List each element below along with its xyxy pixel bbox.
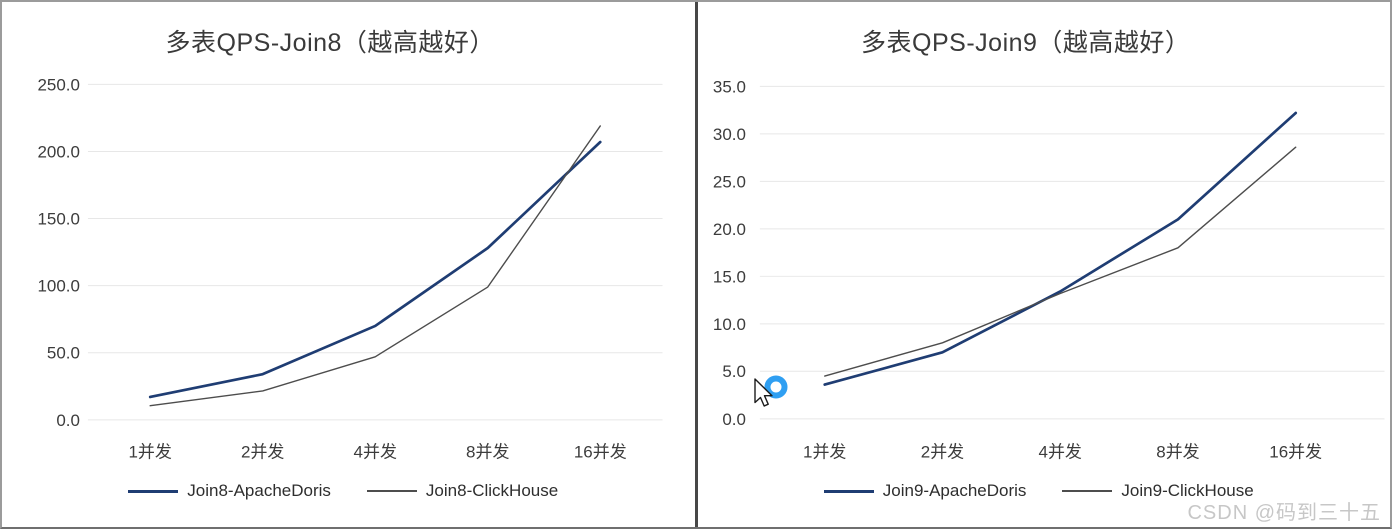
svg-text:4并发: 4并发 bbox=[1038, 443, 1081, 462]
svg-text:150.0: 150.0 bbox=[37, 210, 79, 229]
legend-label: Join9-ClickHouse bbox=[1121, 481, 1254, 500]
svg-text:16并发: 16并发 bbox=[1269, 443, 1322, 462]
svg-text:8并发: 8并发 bbox=[466, 443, 509, 462]
svg-text:8并发: 8并发 bbox=[1156, 443, 1199, 462]
csdn-watermark: CSDN @码到三十五 bbox=[1187, 502, 1381, 524]
svg-text:2并发: 2并发 bbox=[920, 443, 963, 462]
svg-text:25.0: 25.0 bbox=[712, 172, 745, 191]
line-chart-join8: 0.0 50.0 100.0 150.0 200.0 250.0 1并发 2并发 4并发 8并发 1… bbox=[37, 75, 663, 462]
svg-text:4并发: 4并发 bbox=[354, 443, 397, 462]
svg-text:5.0: 5.0 bbox=[722, 362, 746, 381]
legend-label: Join9-ApacheDoris bbox=[882, 481, 1027, 500]
svg-text:250.0: 250.0 bbox=[37, 75, 79, 94]
svg-text:16并发: 16并发 bbox=[574, 443, 627, 462]
panel-divider bbox=[694, 2, 698, 527]
series-line-swatch-doris-icon bbox=[128, 489, 179, 493]
legend-join9: Join9-ApacheDoris Join9-ClickHouse bbox=[698, 480, 1381, 502]
legend-item-clickhouse: Join8-ClickHouse bbox=[366, 481, 559, 501]
chart-title-join8: 多表QPS-Join8（越高越好） bbox=[165, 29, 495, 57]
svg-text:2并发: 2并发 bbox=[241, 443, 284, 462]
svg-text:200.0: 200.0 bbox=[37, 142, 79, 161]
legend-item-clickhouse: Join9-ClickHouse bbox=[1062, 481, 1254, 501]
chart-join8-panel: 多表QPS-Join8（越高越好） 0.0 50.0 100.0 150.0 200.0… bbox=[2, 2, 695, 527]
chart-title-join9: 多表QPS-Join9（越高越好） bbox=[861, 29, 1191, 57]
svg-text:30.0: 30.0 bbox=[712, 125, 745, 144]
chart-join9-panel: 多表QPS-Join9（越高越好） 0.0 5.0 10.0 15.0 20.0 25.0… bbox=[697, 2, 1390, 527]
svg-text:1并发: 1并发 bbox=[129, 443, 172, 462]
legend-item-apachedoris: Join9-ApacheDoris bbox=[823, 481, 1027, 501]
svg-text:15.0: 15.0 bbox=[712, 267, 745, 286]
series-line-swatch-clickhouse-icon bbox=[1062, 490, 1113, 492]
legend-join8: Join8-ApacheDoris Join8-ClickHouse bbox=[2, 480, 685, 502]
svg-text:0.0: 0.0 bbox=[722, 410, 746, 429]
series-line-swatch-clickhouse-icon bbox=[366, 490, 417, 492]
svg-text:50.0: 50.0 bbox=[47, 344, 80, 363]
svg-text:0.0: 0.0 bbox=[56, 411, 80, 430]
legend-item-apachedoris: Join8-ApacheDoris bbox=[128, 481, 331, 501]
legend-label: Join8-ClickHouse bbox=[425, 481, 559, 500]
series-line-swatch-doris-icon bbox=[823, 489, 874, 493]
svg-text:20.0: 20.0 bbox=[712, 220, 745, 239]
svg-text:1并发: 1并发 bbox=[803, 443, 846, 462]
line-chart-join9: 0.0 5.0 10.0 15.0 20.0 25.0 30.0 35.0 1并发 2并发 4并发 8… bbox=[712, 77, 1385, 462]
svg-text:35.0: 35.0 bbox=[712, 77, 745, 96]
svg-text:10.0: 10.0 bbox=[712, 315, 745, 334]
svg-text:100.0: 100.0 bbox=[37, 277, 79, 296]
legend-label: Join8-ApacheDoris bbox=[187, 481, 331, 500]
